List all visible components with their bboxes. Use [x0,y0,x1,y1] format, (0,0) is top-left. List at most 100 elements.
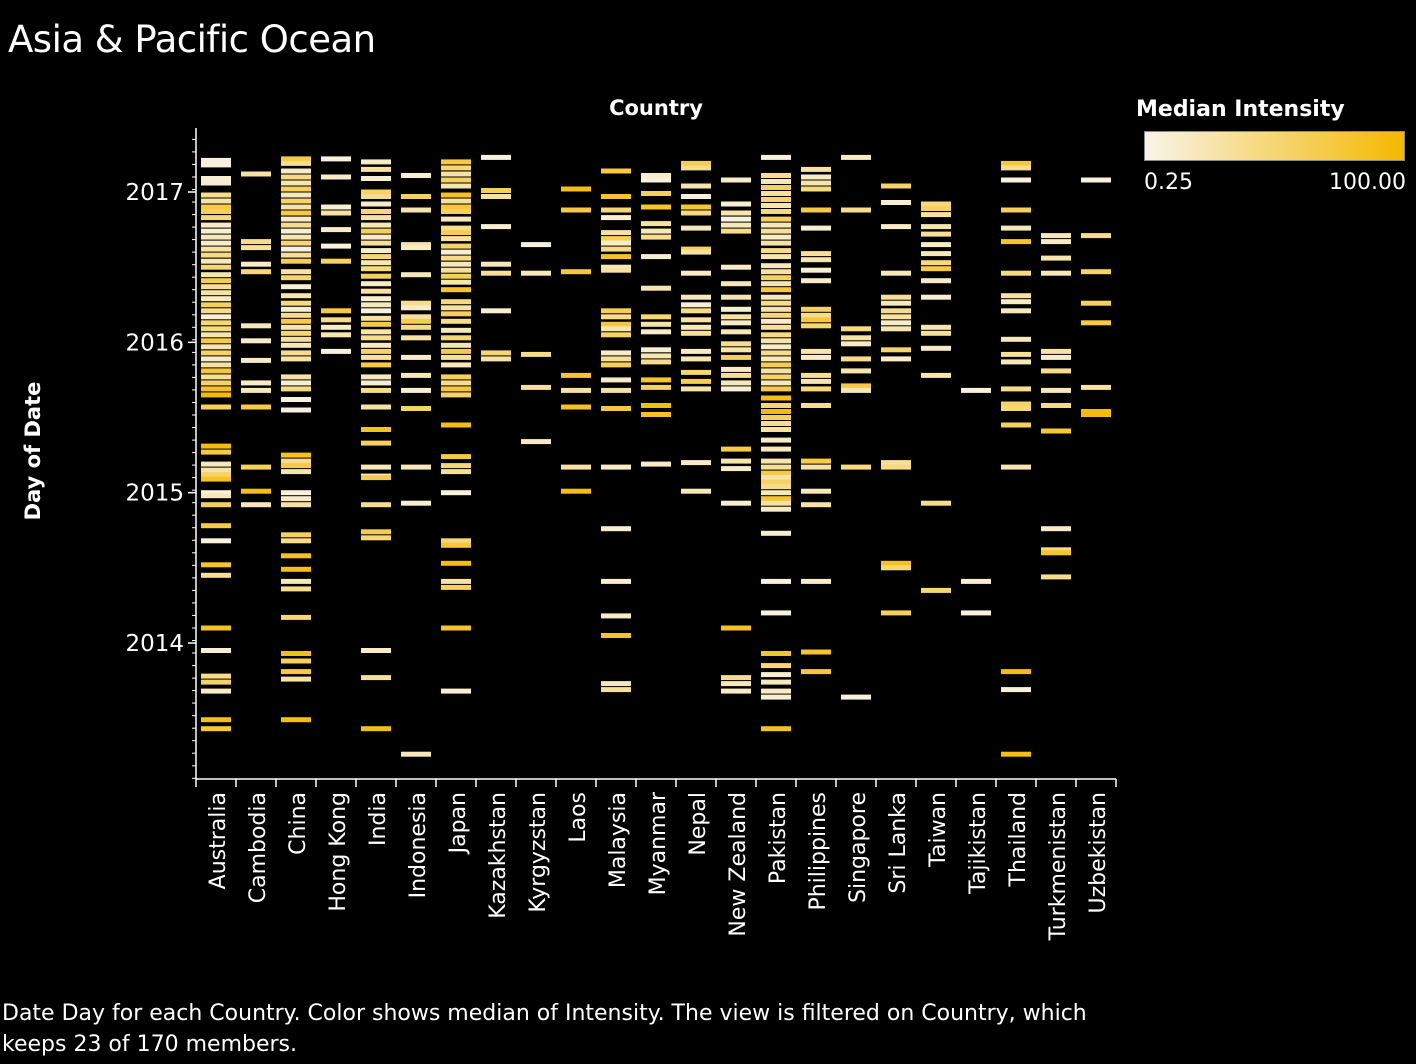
heat-cell [721,386,751,392]
heat-cell [641,347,671,353]
heat-cell [601,350,631,356]
heat-cell [921,206,951,211]
heat-cell [881,270,911,276]
heat-cell [841,335,871,341]
heat-cell [1001,299,1031,305]
heat-cell [361,726,391,732]
heat-cell [761,446,791,452]
heat-cell [761,610,791,616]
heat-cell [761,368,791,374]
heat-cell [201,368,231,374]
heat-cell [841,464,871,470]
heat-cell [721,329,751,335]
heat-cell [641,228,671,234]
heat-cell [441,198,471,204]
heat-cell [1081,233,1111,239]
heat-cell [201,572,231,578]
heat-cell [841,326,871,332]
y-axis-title: Day of Date [21,382,45,521]
heat-cell [241,488,271,494]
heat-cell [201,252,231,258]
heat-cell [241,261,271,267]
heat-cell [1041,239,1071,245]
heat-cell [441,560,471,566]
heat-cell [201,449,231,455]
heat-cell [441,230,471,236]
heat-cell [761,179,791,184]
heat-cell [761,350,791,356]
heat-cell [881,460,911,466]
heat-cell [281,380,311,386]
heat-cell [201,157,231,163]
heat-cell [641,461,671,467]
heat-cell [441,584,471,590]
heat-cell [201,234,231,240]
heat-cell [801,306,831,312]
heat-cell [881,320,911,326]
heat-cell [721,347,751,353]
heat-cell [281,336,311,342]
heat-cell [801,372,831,378]
heat-cell [281,204,311,210]
heat-cell [801,312,831,318]
heat-cell [361,440,391,446]
heat-cell [441,261,471,267]
heat-cell [281,168,311,174]
heat-cell [521,384,551,390]
heat-cell [201,502,231,508]
heat-cell [441,374,471,380]
heat-cell [641,329,671,335]
heat-cell [401,300,431,306]
heat-cell [681,204,711,210]
heat-cell [761,672,791,678]
heat-cell [441,236,471,242]
heat-cell [801,186,831,192]
heat-cell [361,222,391,228]
heat-cell [721,625,751,631]
y-tick-label: 2017 [125,180,184,206]
heat-cell [201,192,231,198]
heat-cell [721,446,751,452]
heat-cell [641,384,671,390]
heat-cell [761,496,791,502]
heat-cell [281,156,311,162]
y-tick-label: 2014 [125,631,184,657]
heat-cell [641,403,671,408]
chart-title: Asia & Pacific Ocean [8,18,376,61]
heat-cell [281,458,311,464]
heat-cell [761,479,791,485]
heat-cell [281,160,311,166]
heat-cell [641,285,671,291]
heat-cell [201,673,231,679]
heat-cell [281,258,311,264]
heat-cell [761,464,791,470]
heat-cell [921,330,951,336]
heat-cell [201,246,231,252]
heat-cell [1041,348,1071,354]
heat-cell [641,254,671,260]
heat-cell [921,266,951,272]
heat-cell [201,380,231,386]
heat-cell [281,324,311,330]
x-axis-title: Country [609,96,703,120]
heat-cell [201,476,231,482]
heat-cell [241,245,271,251]
heat-cell [921,231,951,237]
heat-cell [641,377,671,383]
heat-cell [801,578,831,584]
heat-cell [601,526,631,532]
heat-cell [761,191,791,196]
heat-cell [281,614,311,620]
heat-cell [721,500,751,506]
heat-cell [841,694,871,700]
heat-cell [681,308,711,314]
heat-cell [281,586,311,592]
heat-cell [361,176,391,181]
heat-cell [361,464,391,470]
heat-cell [761,679,791,685]
heat-cell [201,222,231,228]
heat-cell [201,308,231,314]
heat-cell [1041,368,1071,374]
heat-cell [761,475,791,481]
heat-cell [961,610,991,616]
